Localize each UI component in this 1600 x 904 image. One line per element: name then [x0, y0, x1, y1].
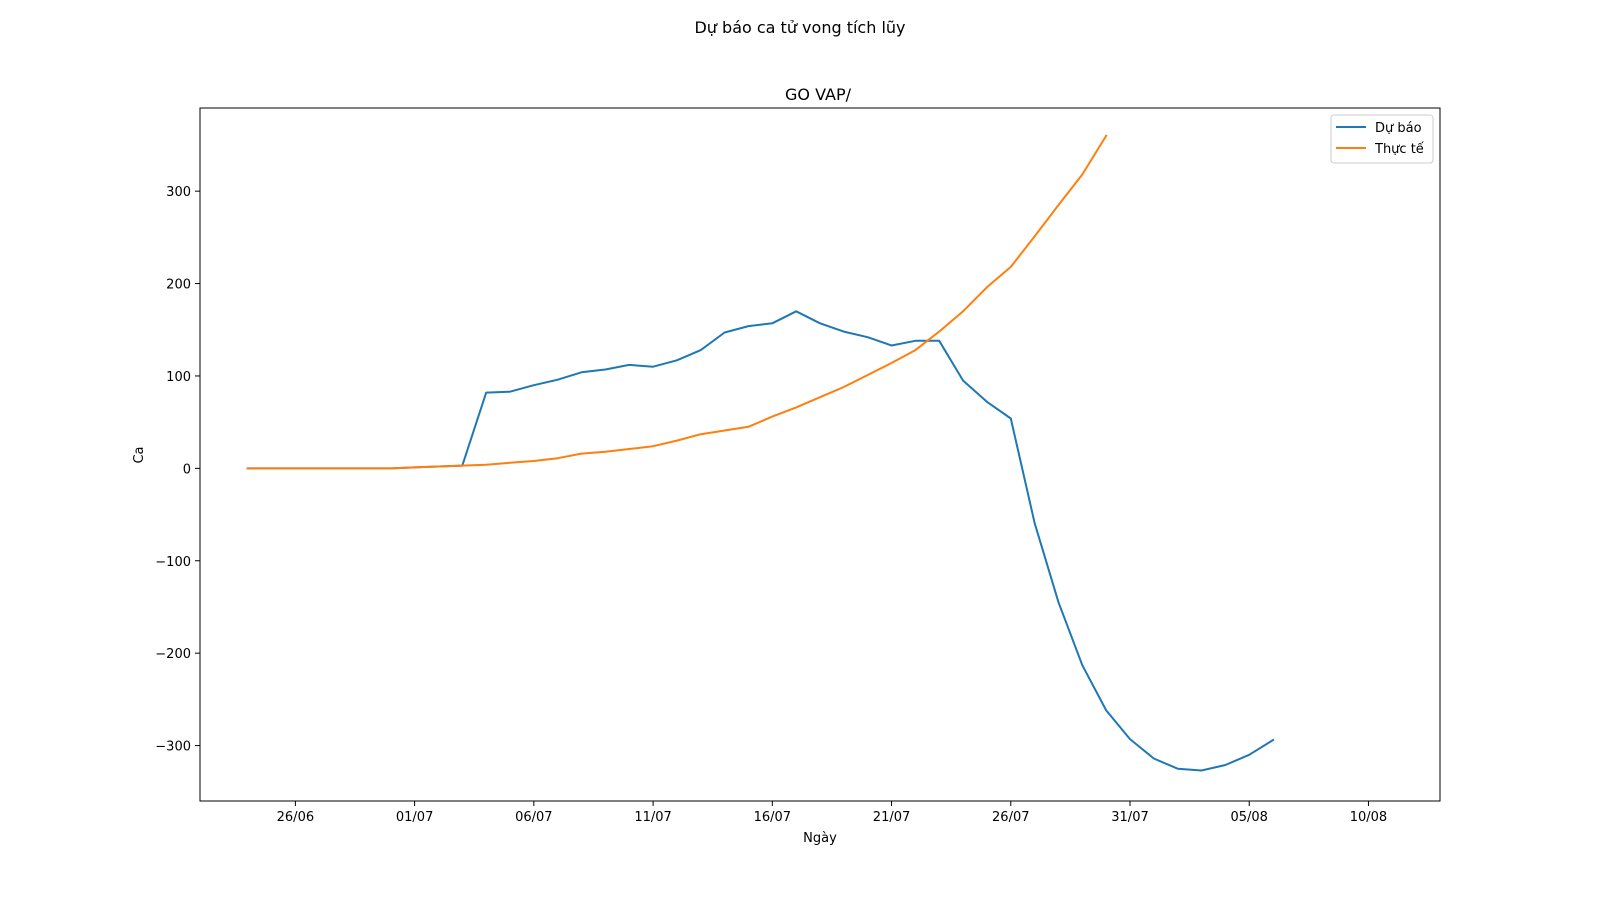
- x-axis-ticks: 26/06 01/07 06/07 11/07 16/07 21/07 26/07 31/07…: [277, 801, 1387, 825]
- series-layer: [246, 134, 1275, 772]
- x-tick-label: 10/08: [1350, 810, 1387, 825]
- y-axis-label: Ca: [132, 446, 147, 463]
- x-tick-label: 06/07: [515, 810, 552, 825]
- legend-label-actual: Thực tế: [1374, 142, 1424, 157]
- x-tick-label: 26/06: [277, 810, 314, 825]
- x-tick-label: 01/07: [396, 810, 433, 825]
- chart-legend: Dự báo Thực tế: [1330, 114, 1434, 164]
- x-axis-label: Ngày: [803, 831, 837, 846]
- y-tick-label: −200: [155, 647, 191, 662]
- y-tick-label: 0: [183, 462, 191, 477]
- x-tick-label: 31/07: [1111, 810, 1148, 825]
- chart-title: GO VAP/: [785, 85, 852, 104]
- series-line-actual: [246, 134, 1108, 470]
- x-tick-label: 16/07: [754, 810, 791, 825]
- x-tick-label: 26/07: [992, 810, 1029, 825]
- y-tick-label: 300: [166, 185, 191, 200]
- figure-suptitle: Dự báo ca tử vong tích lũy: [694, 18, 905, 37]
- legend-label-forecast: Dự báo: [1375, 121, 1422, 136]
- x-tick-label: 05/08: [1230, 810, 1267, 825]
- x-tick-label: 21/07: [873, 810, 910, 825]
- y-tick-label: −300: [155, 740, 191, 755]
- plot-area-frame: [199, 107, 1441, 802]
- y-axis-ticks: 300 200 100 0 −100 −200 −300: [155, 185, 200, 755]
- y-tick-label: 100: [166, 370, 191, 385]
- x-tick-label: 11/07: [634, 810, 671, 825]
- y-tick-label: −100: [155, 555, 191, 570]
- y-tick-label: 200: [166, 278, 191, 293]
